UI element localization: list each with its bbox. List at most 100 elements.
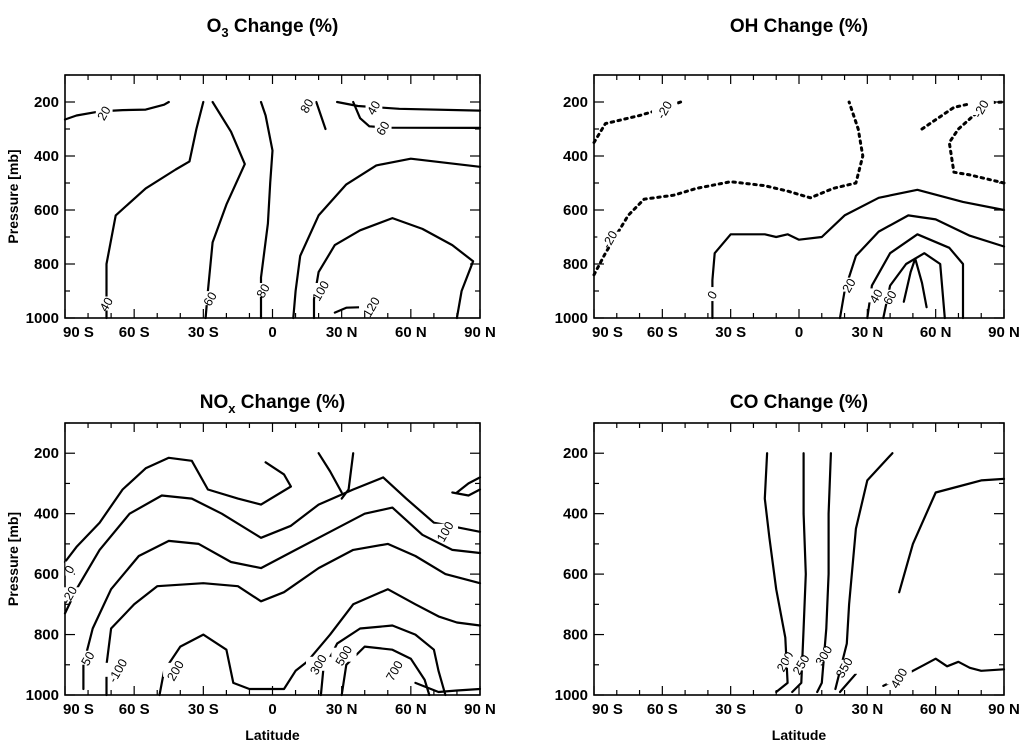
- x-tick-label: 90 N: [988, 324, 1020, 341]
- x-tick-label: 60 N: [920, 701, 952, 718]
- x-tick-label: 90 S: [63, 324, 94, 341]
- contour-line: [711, 188, 1006, 320]
- contour-label-bg: [79, 650, 97, 665]
- contour-label-bg: [163, 662, 189, 677]
- contour-label-bg: [868, 288, 885, 303]
- x-tick-label: 90 N: [988, 701, 1020, 718]
- x-tick-label: 90 N: [464, 324, 496, 341]
- x-tick-label: 30 N: [851, 701, 883, 718]
- contour-line: [592, 100, 865, 277]
- contour-line: [312, 217, 475, 320]
- contour-label: 50: [79, 649, 98, 668]
- x-axis-title: Latitude: [245, 727, 300, 742]
- contour-label-bg: [331, 647, 357, 662]
- contour-label-bg: [359, 299, 385, 314]
- contour-label: 60: [881, 288, 900, 307]
- x-tick-label: 30 S: [188, 324, 219, 341]
- panel-1: O3 Change (%) 90 S 60 S 30 S 0 30 N 60 N 90 N 20…: [5, 16, 496, 341]
- panel-title: NOx Change (%): [200, 392, 346, 416]
- contour-line: [838, 214, 1006, 320]
- x-tick-label: 60 N: [395, 701, 427, 718]
- contour-line: [82, 506, 482, 691]
- contour-line: [259, 100, 274, 320]
- y-tick-label: 600: [34, 202, 59, 219]
- contour-label-bg: [298, 98, 316, 113]
- x-tick-label: 90 S: [592, 324, 623, 341]
- contour-label-bg: [708, 287, 717, 302]
- contour-label-bg: [95, 105, 113, 120]
- y-tick-label: 200: [34, 445, 59, 462]
- contour-label-bg: [831, 659, 858, 674]
- contour-label-bg: [968, 101, 994, 116]
- contour-line: [204, 100, 246, 320]
- x-tick-label: 90 S: [63, 701, 94, 718]
- contour-line: [791, 452, 807, 694]
- contour-label: 20: [840, 276, 859, 295]
- panel-4: CO Change (%) 90 S 60 S 30 S 0 30 N 60 N 90 N 20…: [555, 392, 1020, 742]
- x-tick-label: 0: [268, 701, 276, 718]
- contour-label: 40: [97, 295, 116, 314]
- contour-label: 80: [298, 96, 317, 115]
- contour-label-bg: [382, 662, 408, 677]
- y-tick-label: 1000: [26, 310, 59, 327]
- contour-label-bg: [365, 99, 383, 114]
- y-tick-label: 1000: [26, 687, 59, 704]
- contour-label-bg: [881, 289, 899, 304]
- y-tick-label: 800: [563, 256, 588, 273]
- panel-title: CO Change (%): [730, 392, 868, 413]
- contour-line: [63, 100, 170, 121]
- panel-title-rest: Change (%): [235, 392, 345, 413]
- x-tick-label: 30 N: [326, 701, 358, 718]
- contour-line: [315, 100, 327, 131]
- x-tick-label: 90 N: [464, 701, 496, 718]
- contour-line: [451, 488, 482, 497]
- contour-label-bg: [652, 102, 678, 117]
- contour-label-bg: [57, 587, 83, 602]
- y-tick-label: 1000: [555, 310, 588, 327]
- y-tick-label: 600: [34, 566, 59, 583]
- contour-line: [292, 157, 482, 320]
- y-axis-title: Pressure [mb]: [5, 512, 21, 606]
- contour-label-bg: [840, 277, 858, 292]
- contour-line: [947, 111, 1006, 185]
- y-tick-label: 200: [563, 445, 588, 462]
- y-tick-label: 800: [34, 627, 59, 644]
- contour-line: [866, 233, 965, 320]
- contour-label: 60: [374, 119, 393, 138]
- y-tick-label: 200: [563, 94, 588, 111]
- contour-line: [763, 452, 789, 694]
- contour-line: [340, 452, 355, 500]
- contour-label-bg: [374, 120, 392, 135]
- panel-2: OH Change (%) 90 S 60 S 30 S 0 30 N 60 N 90 N 20…: [555, 16, 1020, 341]
- y-tick-label: 800: [34, 256, 59, 273]
- y-tick-label: 200: [34, 94, 59, 111]
- contour-line: [317, 452, 343, 494]
- y-tick-label: 1000: [555, 687, 588, 704]
- panel-title-subscript: 3: [221, 25, 228, 40]
- contour-label: 120: [360, 295, 383, 320]
- contour-label: 40: [867, 287, 886, 306]
- plot-frame: [64, 74, 481, 319]
- y-axis-title: Pressure [mb]: [5, 149, 21, 243]
- contour-label-bg: [254, 283, 272, 297]
- x-tick-label: 60 S: [647, 701, 678, 718]
- x-tick-label: 30 N: [851, 324, 883, 341]
- contour-label-bg: [101, 662, 135, 677]
- panel-title: OH Change (%): [730, 16, 868, 37]
- panel-title-subscript: x: [228, 401, 236, 416]
- contour-label: 700: [383, 658, 406, 683]
- x-tick-label: 0: [268, 324, 276, 341]
- contour-line: [105, 542, 482, 697]
- x-tick-label: 60 N: [920, 324, 952, 341]
- y-tick-label: 400: [563, 506, 588, 523]
- contour-label-bg: [597, 231, 623, 246]
- contour-line: [902, 257, 928, 309]
- x-axis-title: Latitude: [772, 727, 827, 742]
- x-tick-label: 0: [795, 701, 803, 718]
- contour-line: [340, 645, 431, 697]
- x-tick-label: 60 S: [119, 701, 150, 718]
- contour-line: [414, 681, 482, 694]
